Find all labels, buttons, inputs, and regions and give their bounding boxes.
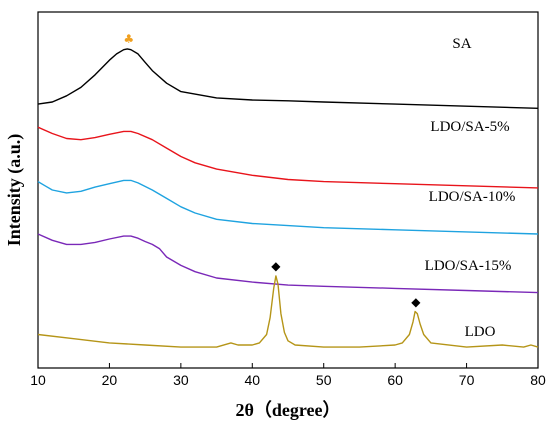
x-tick-label: 70 bbox=[459, 372, 475, 388]
peak-markers: ♣ ◆ ◆ bbox=[123, 32, 421, 309]
x-tick-label: 30 bbox=[173, 372, 189, 388]
x-tick-label: 10 bbox=[30, 372, 46, 388]
series-line-ldo-sa-5- bbox=[37, 126, 539, 189]
x-tick-label: 40 bbox=[244, 372, 260, 388]
x-tick-label: 50 bbox=[316, 372, 332, 388]
series-labels: SA LDO/SA-5% LDO/SA-10% LDO/SA-15% LDO bbox=[425, 36, 516, 340]
series-line-ldo-sa-15- bbox=[37, 233, 539, 294]
x-axis-ticks: 10 20 30 40 50 60 70 80 bbox=[30, 363, 546, 388]
series-label: LDO/SA-15% bbox=[425, 258, 512, 274]
x-axis-title: 2θ（degree） bbox=[235, 400, 340, 420]
series-label: LDO/SA-10% bbox=[429, 189, 516, 205]
series-line-sa bbox=[37, 48, 539, 109]
y-axis-title: Intensity (a.u.) bbox=[4, 134, 25, 247]
x-tick-label: 80 bbox=[530, 372, 546, 388]
series-line-ldo bbox=[37, 275, 539, 348]
peak-marker: ◆ bbox=[411, 295, 421, 309]
x-tick-label: 20 bbox=[102, 372, 118, 388]
peak-marker: ◆ bbox=[271, 259, 281, 273]
series-label: LDO/SA-5% bbox=[430, 119, 509, 135]
series-label: LDO bbox=[465, 324, 496, 340]
peak-marker: ♣ bbox=[123, 32, 134, 46]
series-line-ldo-sa-10- bbox=[37, 179, 539, 235]
x-tick-label: 60 bbox=[387, 372, 403, 388]
series-lines bbox=[37, 48, 539, 348]
series-label: SA bbox=[452, 36, 471, 52]
plot-frame bbox=[37, 11, 539, 369]
